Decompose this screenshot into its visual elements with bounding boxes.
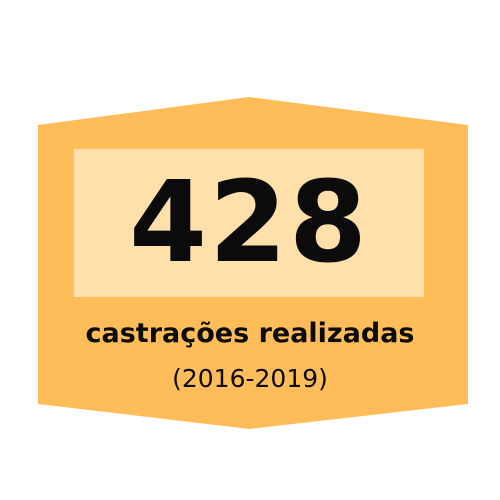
number-box: 428: [74, 149, 424, 297]
stat-value: 428: [129, 158, 369, 288]
stat-label: castrações realizadas: [85, 318, 415, 349]
stat-period: (2016-2019): [172, 364, 328, 393]
